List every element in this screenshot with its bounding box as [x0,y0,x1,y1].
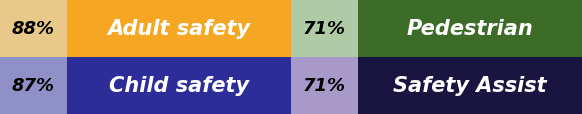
Text: 88%: 88% [12,20,55,37]
Text: 71%: 71% [303,20,346,37]
Bar [0,0,67,57]
Text: Safety Assist: Safety Assist [393,76,546,95]
Bar [291,0,358,57]
Bar [358,0,582,57]
Text: Adult safety: Adult safety [108,19,250,38]
Bar [67,0,291,57]
Bar [291,57,358,114]
Text: Child safety: Child safety [109,76,249,95]
Text: 87%: 87% [12,77,55,94]
Bar [67,57,291,114]
Text: 71%: 71% [303,77,346,94]
Text: Pedestrian: Pedestrian [407,19,533,38]
Bar [358,57,582,114]
Bar [0,57,67,114]
